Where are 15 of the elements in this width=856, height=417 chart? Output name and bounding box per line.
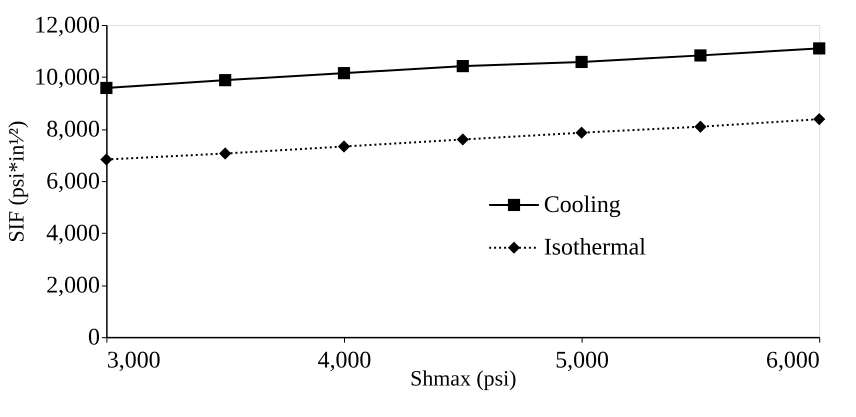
x-tick-label: 6,000: [766, 348, 820, 374]
legend-label: Isothermal: [544, 234, 646, 261]
x-axis-title: Shmax (psi): [410, 366, 516, 390]
y-tick-label: 10,000: [34, 64, 100, 90]
y-tick-label: 6,000: [46, 168, 100, 195]
x-tick-label: 4,000: [318, 348, 372, 374]
legend-label: Cooling: [544, 192, 621, 218]
y-tick-label: 4,000: [46, 220, 100, 247]
x-tick-label: 3,000: [106, 348, 161, 374]
y-tick-label: 0: [88, 324, 100, 351]
x-tick-label: 5,000: [555, 348, 610, 374]
y-axis-title: SIF (psi*in¹⁄²): [4, 120, 28, 243]
y-tick-label: 12,000: [34, 12, 100, 38]
y-tick-label: 8,000: [46, 116, 100, 143]
y-tick-label: 2,000: [46, 272, 100, 299]
